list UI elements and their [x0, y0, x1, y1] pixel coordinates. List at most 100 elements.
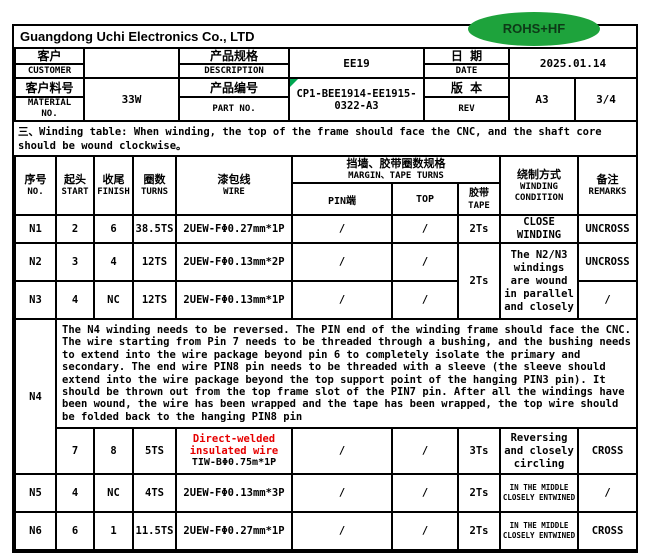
material-label-en: MATERIAL NO.: [14, 96, 85, 122]
col-header-no: 序号 NO.: [14, 155, 57, 216]
n5-start: 4: [55, 473, 95, 514]
n1-winding: CLOSE WINDING: [499, 214, 580, 244]
n1-start: 2: [55, 214, 95, 244]
date-label-en: DATE: [423, 63, 510, 79]
page-number: 3/4: [573, 77, 639, 122]
n4-turns: 5TS: [132, 427, 177, 476]
part-value-text: CP1-BEE1914-EE1915-0322-A3: [296, 87, 417, 112]
date-value: 2025.01.14: [507, 47, 639, 79]
n4-wire: Direct-welded insulated wire TIW-BΦ0.75m…: [175, 427, 293, 476]
part-label-cn: 产品编号: [178, 77, 290, 98]
n4-start: 7: [55, 427, 95, 476]
n4-note: The N4 winding needs to be reversed. The…: [54, 317, 639, 430]
n4-finish: 8: [93, 427, 134, 476]
n1-turns: 38.5TS: [132, 214, 177, 244]
customer-label-cn: 客户: [14, 47, 85, 65]
n4-remarks: CROSS: [577, 427, 639, 476]
n5-tape: 2Ts: [456, 473, 502, 514]
n5-finish: NC: [93, 473, 134, 514]
n2-turns: 12TS: [132, 242, 177, 282]
n4-no: N4: [14, 317, 57, 476]
document-page: Guangdong Uchi Electronics Co., LTD 客户 产…: [12, 24, 639, 554]
part-label-en: PART NO.: [178, 96, 290, 122]
n2-no: N2: [14, 242, 57, 282]
n3-remarks: /: [577, 280, 639, 320]
part-value: CP1-BEE1914-EE1915-0322-A3: [288, 77, 425, 122]
n6-start: 6: [55, 511, 95, 552]
description-value: EE19: [288, 47, 425, 79]
n6-wire: 2UEW-FΦ0.27mm*1P: [175, 511, 293, 552]
customer-value: [83, 47, 180, 79]
n3-start: 4: [55, 280, 95, 320]
col-header-wire: 漆包线 WIRE: [175, 155, 293, 216]
row-n4-note: N4 The N4 winding needs to be reversed. …: [14, 317, 639, 476]
row-n2: N2 3 4 12TS 2UEW-FΦ0.13mm*2P / / 2Ts The…: [14, 242, 639, 320]
row-n3: N3 4 NC 12TS 2UEW-FΦ0.13mm*1P / / /: [14, 280, 639, 320]
n2-start: 3: [55, 242, 95, 282]
n6-winding: IN THE MIDDLE CLOSELY ENTWINED: [499, 511, 580, 552]
n4-wire-spec: TIW-BΦ0.75m*1P: [191, 457, 277, 469]
col-header-pin: PIN端: [291, 182, 393, 216]
n6-tape: 2Ts: [456, 511, 502, 552]
n2n3-winding: The N2/N3 windings are wound in parallel…: [499, 242, 580, 320]
company-name: Guangdong Uchi Electronics Co., LTD: [20, 29, 255, 44]
n2-remarks: UNCROSS: [577, 242, 639, 282]
rev-label-en: REV: [423, 96, 510, 122]
n2-wire: 2UEW-FΦ0.13mm*2P: [175, 242, 293, 282]
n5-remarks: /: [577, 473, 639, 514]
col-header-start: 起头 START: [55, 155, 95, 216]
section-title: 三、Winding table: When winding, the top o…: [18, 126, 602, 152]
date-label-cn: 日 期: [423, 47, 510, 65]
col-header-remarks: 备注 REMARKS: [577, 155, 639, 216]
n6-finish: 1: [93, 511, 134, 552]
n1-top: /: [391, 214, 459, 244]
n5-no: N5: [14, 473, 57, 514]
row-n6: N6 6 1 11.5TS 2UEW-FΦ0.27mm*1P / / 2Ts I…: [14, 511, 639, 552]
rev-value: A3: [508, 77, 576, 122]
n5-top: /: [391, 473, 459, 514]
n1-tape: 2Ts: [456, 214, 502, 244]
col-header-tape: 胶带 TAPE: [456, 182, 502, 216]
n6-turns: 11.5TS: [132, 511, 177, 552]
n6-top: /: [391, 511, 459, 552]
material-label-cn: 客户料号: [14, 77, 85, 98]
customer-label-en: CUSTOMER: [14, 63, 85, 79]
n5-winding: IN THE MIDDLE CLOSELY ENTWINED: [499, 473, 580, 514]
rev-label-cn: 版 本: [423, 77, 510, 98]
n3-top: /: [391, 280, 459, 320]
n2-top: /: [391, 242, 459, 282]
n4-winding: Reversing and closely circling: [499, 427, 580, 476]
description-label-en: DESCRIPTION: [178, 63, 290, 79]
n1-remarks: UNCROSS: [577, 214, 639, 244]
n2-pin: /: [291, 242, 393, 282]
col-header-finish: 收尾 FINISH: [93, 155, 134, 216]
col-header-winding-condition: 绕制方式 WINDING CONDITION: [499, 155, 580, 216]
n6-remarks: CROSS: [577, 511, 639, 552]
n1-wire: 2UEW-FΦ0.27mm*1P: [175, 214, 293, 244]
description-label-cn: 产品规格: [178, 47, 290, 65]
col-header-top: TOP: [391, 182, 459, 216]
green-corner-marker-icon: [291, 80, 298, 87]
n2n3-tape: 2Ts: [456, 242, 502, 320]
n5-turns: 4TS: [132, 473, 177, 514]
n4-tape: 3Ts: [456, 427, 502, 476]
row-n4-winding: 7 8 5TS Direct-welded insulated wire TIW…: [15, 427, 639, 476]
row-n5: N5 4 NC 4TS 2UEW-FΦ0.13mm*3P / / 2Ts IN …: [14, 473, 639, 514]
n3-wire: 2UEW-FΦ0.13mm*1P: [175, 280, 293, 320]
n3-finish: NC: [93, 280, 134, 320]
n6-no: N6: [14, 511, 57, 552]
n3-no: N3: [14, 280, 57, 320]
n5-pin: /: [291, 473, 393, 514]
n2-finish: 4: [93, 242, 134, 282]
n4-top: /: [391, 427, 459, 476]
n6-pin: /: [291, 511, 393, 552]
n1-pin: /: [291, 214, 393, 244]
winding-table: 序号 NO. 起头 START 收尾 FINISH 圈数 TURNS 漆包线 WIRE 挡…: [14, 155, 639, 552]
n4-wire-red-note: Direct-welded insulated wire: [189, 433, 279, 458]
n5-wire: 2UEW-FΦ0.13mm*3P: [175, 473, 293, 514]
row-n1: N1 2 6 38.5TS 2UEW-FΦ0.27mm*1P / / 2Ts C…: [14, 214, 639, 244]
n3-pin: /: [291, 280, 393, 320]
n4-pin: /: [291, 427, 393, 476]
header-info-table: 客户 产品规格 EE19 日 期 2025.01.14 CUSTOMER DES…: [14, 47, 639, 122]
material-value: 33W: [83, 77, 180, 122]
